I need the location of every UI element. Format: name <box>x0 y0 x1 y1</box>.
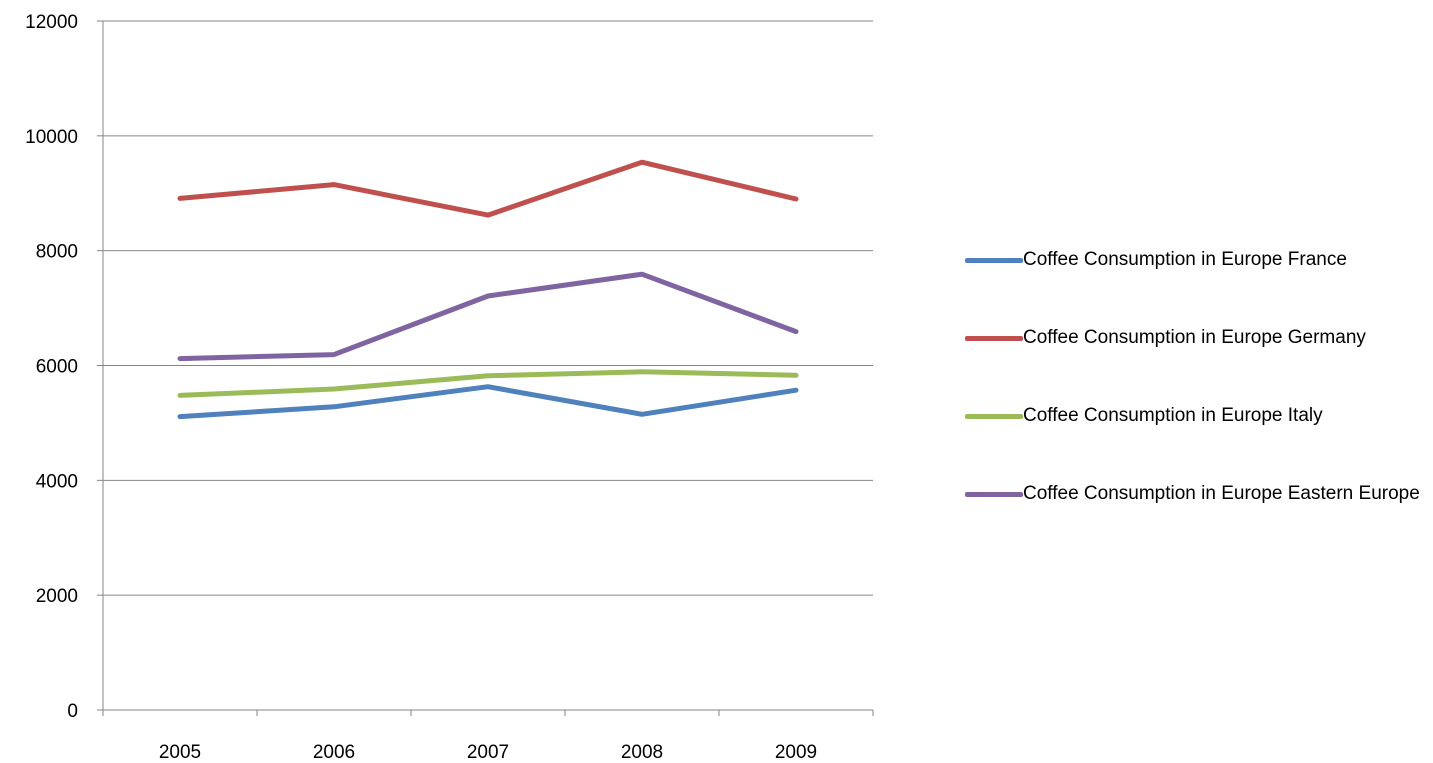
legend-swatch-eastern-europe <box>965 492 1023 497</box>
legend-swatch-germany <box>965 336 1023 341</box>
legend-swatch-italy <box>965 414 1023 419</box>
series-line-coffee-consumption-in-europe-eastern-europe <box>177 271 799 362</box>
legend-item-italy: Coffee Consumption in Europe Italy <box>965 402 1427 480</box>
x-tick-label-2009: 2009 <box>775 742 817 763</box>
x-tick-label-2008: 2008 <box>621 742 663 763</box>
legend: Coffee Consumption in Europe France Coff… <box>965 246 1427 504</box>
legend-label-france: Coffee Consumption in Europe France <box>1023 249 1347 270</box>
x-tick-label-2005: 2005 <box>159 742 201 763</box>
y-tick-label-12000: 12000 <box>25 12 78 33</box>
legend-item-germany: Coffee Consumption in Europe Germany <box>965 324 1427 402</box>
y-tick-label-2000: 2000 <box>36 586 78 607</box>
y-tick-label-10000: 10000 <box>25 127 78 148</box>
series-lines <box>177 159 799 420</box>
legend-swatch-france <box>965 258 1023 263</box>
x-tick-label-2007: 2007 <box>467 742 509 763</box>
y-tick-label-0: 0 <box>67 701 78 722</box>
legend-label-italy: Coffee Consumption in Europe Italy <box>1023 405 1323 426</box>
y-tick-label-4000: 4000 <box>36 471 78 492</box>
x-tick-label-2006: 2006 <box>313 742 355 763</box>
y-tick-label-6000: 6000 <box>36 357 78 378</box>
series-line-coffee-consumption-in-europe-italy <box>177 369 799 398</box>
y-tick-label-8000: 8000 <box>36 242 78 263</box>
legend-label-germany: Coffee Consumption in Europe Germany <box>1023 327 1366 348</box>
series-line-coffee-consumption-in-europe-germany <box>177 159 799 218</box>
gridlines <box>103 20 873 596</box>
tick-labels: 0 2000 4000 6000 8000 10000 12000 2005 2006 2007 2… <box>25 12 817 763</box>
axes <box>97 20 874 716</box>
legend-label-eastern-europe: Coffee Consumption in Europe Eastern Eur… <box>1023 483 1420 504</box>
series-line-coffee-consumption-in-europe-france <box>177 384 799 420</box>
legend-item-france: Coffee Consumption in Europe France <box>965 246 1427 324</box>
